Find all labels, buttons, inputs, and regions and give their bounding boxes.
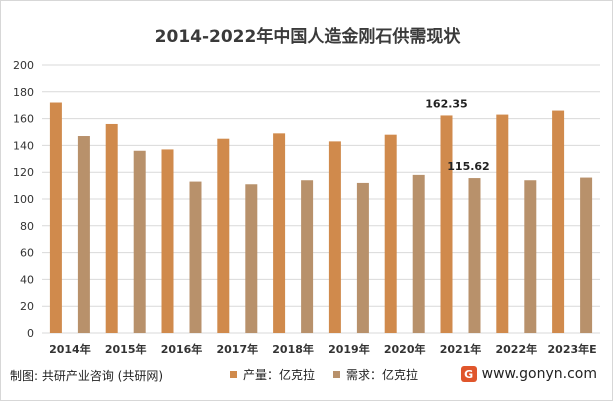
legend-label-production: 产量：亿克拉 xyxy=(243,368,316,382)
x-tick-label: 2018年 xyxy=(272,342,314,356)
legend-label-demand: 需求：亿克拉 xyxy=(346,368,419,382)
x-tick-label: 2015年 xyxy=(105,342,147,356)
bar-production xyxy=(217,138,230,333)
bar-demand xyxy=(524,180,537,333)
bar-production xyxy=(384,134,397,333)
legend-swatch-production xyxy=(230,371,237,378)
bar-demand xyxy=(468,178,481,333)
source-note: 制图: 共研产业咨询 (共研网) xyxy=(10,369,164,383)
y-tick-label: 40 xyxy=(20,273,34,286)
y-tick-label: 100 xyxy=(13,193,34,206)
y-tick-label: 60 xyxy=(20,247,34,260)
bar-demand xyxy=(301,180,314,333)
bar-demand xyxy=(580,177,593,333)
bar-production xyxy=(273,133,286,333)
data-label-production-2021: 162.35 xyxy=(425,97,467,110)
x-tick-label: 2019年 xyxy=(328,342,370,356)
legend-item-production: 产量：亿克拉 xyxy=(230,366,315,383)
y-tick-label: 120 xyxy=(13,166,34,179)
gonyn-logo-icon: G xyxy=(460,366,477,382)
bar-production xyxy=(440,115,453,334)
y-tick-label: 180 xyxy=(13,86,34,99)
website-url: www.gonyn.com xyxy=(481,366,597,382)
legend-item-demand: 需求：亿克拉 xyxy=(333,366,418,383)
x-tick-label: 2021年 xyxy=(440,342,482,356)
bar-production xyxy=(105,123,118,334)
bar-demand xyxy=(356,182,369,333)
legend-swatch-demand xyxy=(333,371,341,378)
bar-demand xyxy=(412,174,425,333)
y-tick-label: 20 xyxy=(20,300,34,313)
y-tick-label: 0 xyxy=(27,327,34,340)
bar-production xyxy=(161,149,174,333)
x-tick-label: 2017年 xyxy=(216,342,258,356)
x-tick-label: 2023年E xyxy=(548,342,597,356)
y-tick-label: 140 xyxy=(13,139,34,152)
bar-demand xyxy=(133,150,146,333)
y-tick-label: 200 xyxy=(13,59,34,72)
bar-production xyxy=(496,114,509,333)
website-credit: G www.gonyn.com xyxy=(460,366,597,382)
bar-production xyxy=(328,141,341,333)
bar-demand xyxy=(245,184,258,333)
bar-production xyxy=(552,110,565,333)
bar-demand xyxy=(189,181,202,333)
data-label-demand-2021: 115.62 xyxy=(447,160,489,173)
chart-legend: 产量：亿克拉 需求：亿克拉 xyxy=(230,366,436,383)
x-tick-label: 2022年 xyxy=(495,342,537,356)
chart-title: 2014-2022年中国人造金刚石供需现状 xyxy=(154,27,461,47)
x-tick-label: 2016年 xyxy=(161,342,203,356)
bar-demand xyxy=(77,136,90,333)
y-tick-label: 80 xyxy=(20,220,34,233)
x-tick-label: 2020年 xyxy=(384,342,426,356)
bar-production xyxy=(49,102,62,334)
x-tick-label: 2014年 xyxy=(49,342,91,356)
y-tick-label: 160 xyxy=(13,113,34,126)
